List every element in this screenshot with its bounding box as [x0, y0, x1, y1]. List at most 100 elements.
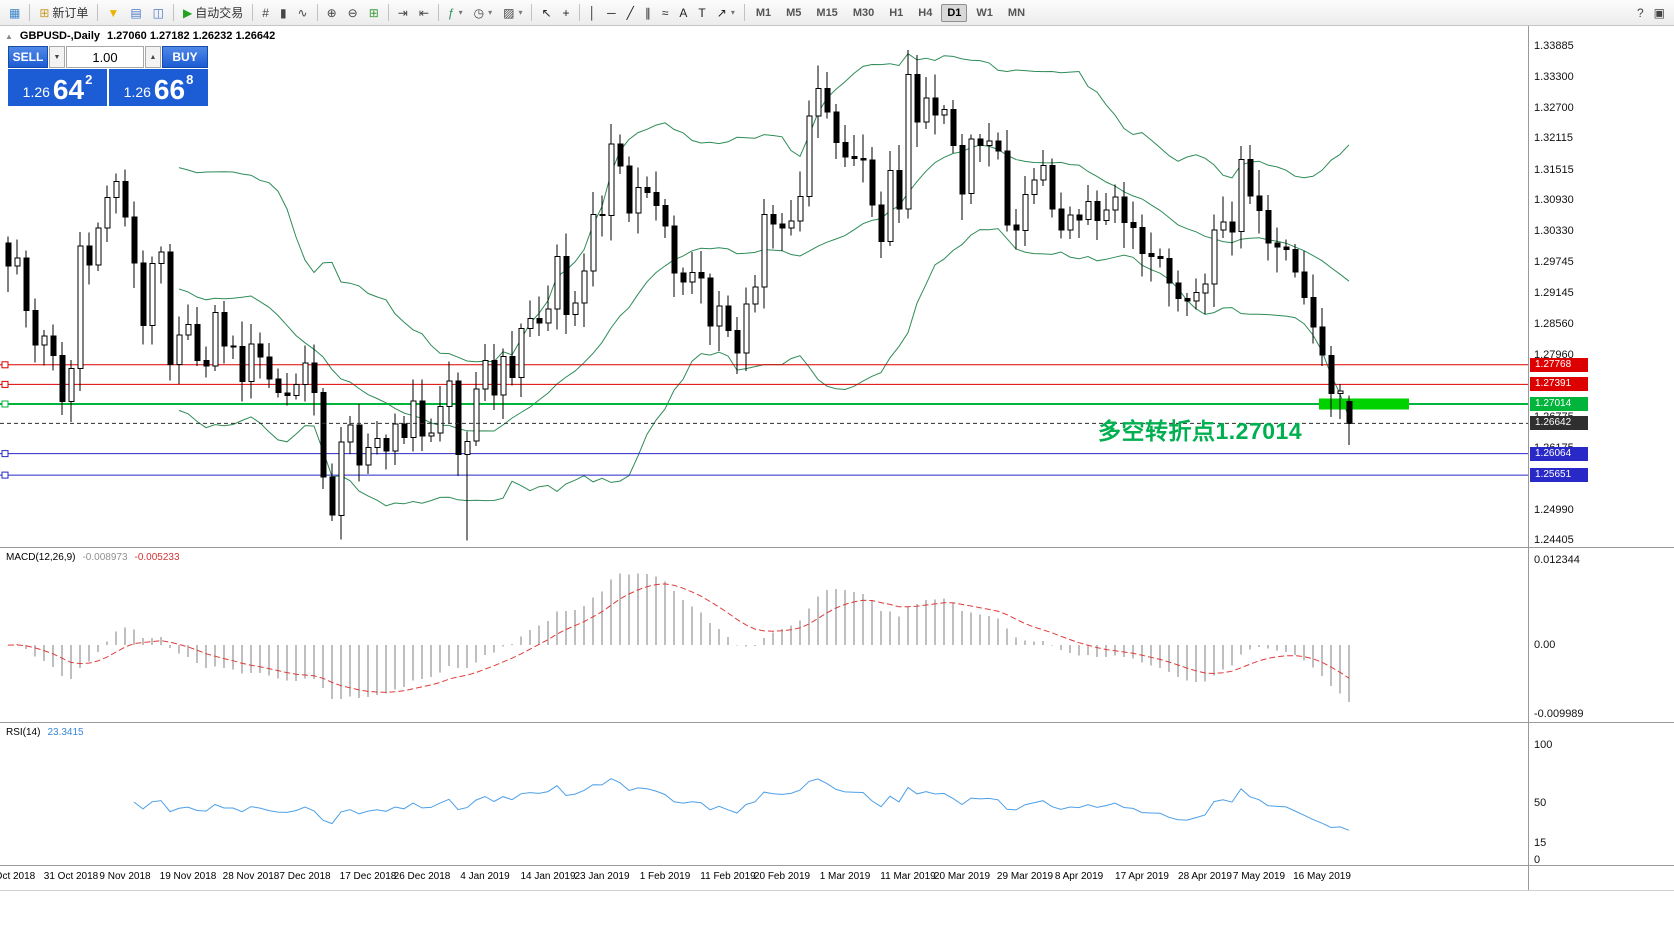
chart-shift-button[interactable]: ⇤: [414, 3, 434, 23]
vertical-line-button[interactable]: │: [584, 3, 602, 23]
help-button[interactable]: ?: [1632, 3, 1649, 23]
timeframe-button-m15[interactable]: M15: [810, 4, 843, 22]
macd-pane[interactable]: MACD(12,26,9) -0.008973 -0.005233: [0, 548, 1674, 722]
date-tick-label: 8 Apr 2019: [1054, 871, 1104, 882]
macd-tick-label: -0.009989: [1534, 708, 1584, 720]
line-chart-button[interactable]: ∿: [293, 3, 313, 23]
timeframe-button-mn[interactable]: MN: [1002, 4, 1031, 22]
channel-button[interactable]: ∥: [640, 3, 656, 23]
hline-handle[interactable]: [1, 361, 9, 369]
date-tick-label: 9 Nov 2018: [99, 871, 151, 882]
price-badge-1.27391: 1.27391: [1530, 377, 1588, 392]
zoom-out-button[interactable]: ⊖: [343, 3, 363, 23]
lot-decrease-button[interactable]: ▼: [49, 46, 65, 68]
toolbar-separator: [743, 4, 745, 21]
rsi-tick-label: 50: [1534, 796, 1547, 809]
price-tick-label: 1.31515: [1534, 163, 1574, 176]
pivot-annotation-text[interactable]: 多空转折点1.27014: [1098, 418, 1303, 444]
periods-button[interactable]: ◷ ▾: [469, 3, 498, 23]
pane-splitter[interactable]: [0, 722, 1674, 723]
date-tick-label: 26 Dec 2018: [393, 871, 451, 882]
autotrading-button[interactable]: ▶ 自动交易: [178, 3, 248, 23]
horizontal-line-button[interactable]: ─: [602, 3, 621, 23]
price-axis[interactable]: 1.33885 1.33300 1.32700 1.32115 1.31515 1.309…: [1529, 26, 1674, 890]
collapse-panel-icon[interactable]: ▲: [5, 31, 13, 41]
rsi-pane[interactable]: RSI(14) 23.3415: [0, 723, 1674, 865]
timeframe-button-m5[interactable]: M5: [780, 4, 807, 22]
toolbar-separator: [387, 4, 389, 21]
timeframe-button-m1[interactable]: M1: [750, 4, 777, 22]
toolbar-separator: [173, 4, 174, 21]
price-chart-canvas[interactable]: [0, 26, 1528, 547]
macd-tick-label: 0.00: [1534, 639, 1556, 652]
buy-button[interactable]: BUY: [162, 46, 208, 68]
date-tick-label: 16 May 2019: [1293, 871, 1351, 882]
date-tick-label: 28 Apr 2019: [1178, 871, 1232, 882]
hline-handle[interactable]: [1, 400, 9, 408]
hline-handle[interactable]: [1, 380, 9, 388]
autotrading-button-label: 自动交易: [195, 6, 244, 20]
layout-button[interactable]: ▣: [1649, 3, 1670, 23]
trendline-button[interactable]: ╱: [622, 3, 639, 23]
text-button[interactable]: A: [674, 3, 692, 23]
toolbar-separator: [29, 4, 31, 21]
new-order-button-label: 新订单: [52, 6, 89, 20]
sell-price-display[interactable]: 1.26 64 2: [8, 69, 107, 106]
market-watch-icon: ▤: [130, 5, 142, 20]
indicators-button[interactable]: ƒ ▾: [443, 3, 468, 23]
macd-indicator-label: MACD(12,26,9) -0.008973 -0.005233: [6, 552, 180, 563]
hline-handle[interactable]: [1, 450, 9, 458]
tile-windows-button[interactable]: ⊞: [364, 3, 384, 23]
timeframe-button-d1[interactable]: D1: [941, 3, 968, 22]
symbols-button[interactable]: ▼: [102, 3, 124, 23]
rsi-line: [133, 778, 1350, 831]
date-tick-label: 7 Dec 2018: [279, 871, 331, 882]
templates-button[interactable]: ▨ ▾: [498, 3, 527, 23]
highlight-rectangle-object[interactable]: [1319, 398, 1409, 410]
label-button[interactable]: T: [693, 3, 710, 23]
macd-name: MACD(12,26,9): [6, 552, 76, 563]
ohlc-readout: 1.27060 1.27182 1.26232 1.26642: [107, 30, 276, 42]
data-window-button[interactable]: ◫: [148, 3, 169, 23]
candle-chart-button[interactable]: ▮: [275, 3, 292, 23]
chart-window-button[interactable]: ▦: [4, 3, 25, 23]
price-tick-label: 1.33885: [1534, 40, 1574, 52]
arrows-button[interactable]: ↗ ▾: [712, 3, 740, 23]
rsi-value: 23.3415: [47, 727, 84, 738]
pane-splitter[interactable]: [0, 547, 1674, 548]
timeframe-button-h1[interactable]: H1: [883, 4, 909, 22]
zoom-in-button[interactable]: ⊕: [322, 3, 342, 23]
pane-splitter[interactable]: [0, 865, 1674, 866]
fibonacci-button[interactable]: ≈: [657, 3, 674, 23]
date-tick-label: 11 Mar 2019: [880, 871, 936, 882]
bar-chart-button[interactable]: #: [257, 3, 274, 23]
lot-size-input[interactable]: [66, 46, 144, 68]
crosshair-button[interactable]: +: [558, 3, 575, 23]
market-watch-button[interactable]: ▤: [125, 3, 146, 23]
date-tick-label: 11 Feb 2019: [700, 871, 756, 882]
new-order-button[interactable]: ⊞ 新订单: [34, 3, 93, 23]
chevron-down-icon: ▾: [518, 8, 523, 17]
timeframe-button-w1[interactable]: W1: [970, 4, 999, 22]
sell-button[interactable]: SELL: [8, 46, 48, 68]
timeframe-button-m30[interactable]: M30: [847, 4, 880, 22]
buy-price-display[interactable]: 1.26 66 8: [109, 69, 208, 106]
auto-scroll-button[interactable]: ⇥: [393, 3, 413, 23]
buy-price-point: 8: [186, 72, 194, 87]
cursor-icon: ↖: [541, 5, 552, 20]
horizontal-line-icon: ─: [607, 5, 616, 20]
timeframe-button-h4[interactable]: H4: [912, 4, 938, 22]
bottom-edge: [0, 890, 1674, 891]
cursor-button[interactable]: ↖: [536, 3, 556, 23]
macd-histogram: [7, 573, 1350, 702]
indicators-icon: ƒ: [447, 5, 455, 20]
auto-scroll-icon: ⇥: [397, 5, 408, 20]
price-badge-1.27768: 1.27768: [1530, 357, 1588, 372]
toolbar-separator: [252, 4, 254, 21]
price-tick-label: 1.29145: [1534, 287, 1574, 299]
lot-increase-button[interactable]: ▲: [145, 46, 161, 68]
price-chart-pane[interactable]: ▲ GBPUSD-,Daily 1.27060 1.27182 1.26232 …: [0, 26, 1674, 547]
chevron-down-icon: ▾: [488, 8, 493, 17]
hline-handle[interactable]: [1, 471, 9, 479]
